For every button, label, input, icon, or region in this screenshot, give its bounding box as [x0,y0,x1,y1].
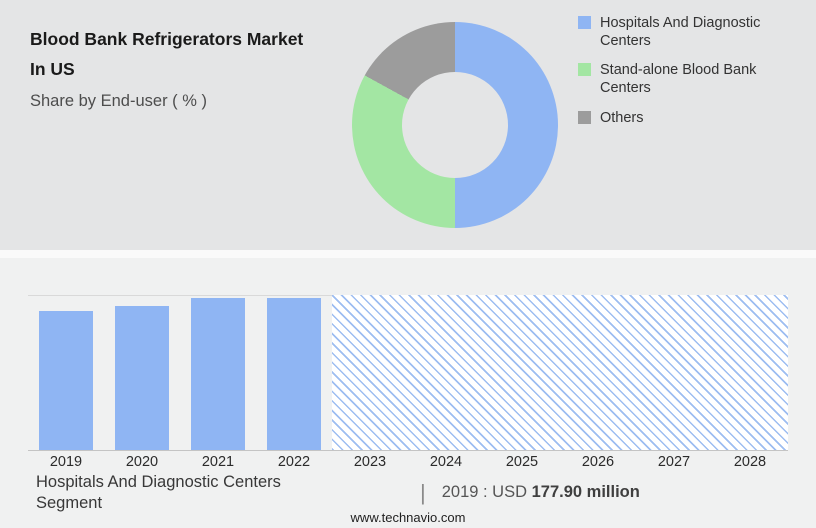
bar-2021 [191,298,245,450]
x-axis-label: 2025 [505,454,539,470]
x-axis-label: 2027 [657,454,691,470]
bar-column [180,295,256,450]
legend-item-others: Others [578,109,798,127]
bar-column [712,295,788,450]
forecast-bars [332,295,788,450]
segment-caption: Hospitals And Diagnostic Centers Segment [36,473,281,512]
top-section: Blood Bank Refrigerators Market In US Sh… [0,0,816,250]
bar-column [636,295,712,450]
bar-2019 [39,310,93,450]
x-axis-label: 2021 [201,454,235,470]
caption-value-prefix: 2019 : USD [441,483,528,502]
legend-label: Others [600,109,644,126]
bar-2022 [267,298,321,450]
donut-chart [352,22,558,228]
bar-column [560,295,636,450]
x-axis-label: 2026 [581,454,615,470]
page-title-line1: Blood Bank Refrigerators Market [30,29,304,49]
legend-swatch-gray [578,110,591,124]
bar-column [332,295,408,450]
caption-value: 2019 : USD 177.90 million [442,483,640,502]
website-link[interactable]: www.technavio.com [350,510,466,525]
bar-column [104,295,180,450]
bar-column [484,295,560,450]
caption-value-amount: 177.90 million [531,483,640,502]
bar-column [408,295,484,450]
bar-column [28,295,104,450]
x-axis-label: 2022 [277,454,311,470]
caption-separator: | [420,479,426,505]
section-divider [0,250,816,258]
x-axis-label: 2020 [125,454,159,470]
bar-chart [28,295,788,451]
bar-2020 [115,305,169,450]
chart-subtitle: Share by End-user ( % ) [30,92,207,110]
bar-column [256,295,332,450]
legend-swatch-green [578,63,591,77]
legend-item-standalone: Stand-alone Blood Bank Centers [578,61,798,97]
legend-label: Hospitals And Diagnostic Centers [600,15,761,50]
caption-row: Hospitals And Diagnostic Centers Segment… [36,472,780,513]
bar-columns [28,295,788,450]
x-axis-label: 2024 [429,454,463,470]
x-axis-labels: 2019 2020 2021 2022 2023 2024 2025 2026 … [28,454,788,470]
donut-hole [402,72,508,178]
page-title-line2: In US [30,59,75,79]
title-block: Blood Bank Refrigerators Market In US Sh… [30,24,350,111]
x-axis-line [28,450,788,451]
x-axis-label: 2019 [49,454,83,470]
legend-swatch-blue [578,16,591,29]
legend-label: Stand-alone Blood Bank Centers [600,62,757,97]
x-axis-label: 2023 [353,454,387,470]
page-title: Blood Bank Refrigerators Market In US [30,24,350,84]
x-axis-label: 2028 [733,454,767,470]
legend: Hospitals And Diagnostic Centers Stand-a… [578,14,798,127]
legend-item-hospitals: Hospitals And Diagnostic Centers [578,14,798,50]
